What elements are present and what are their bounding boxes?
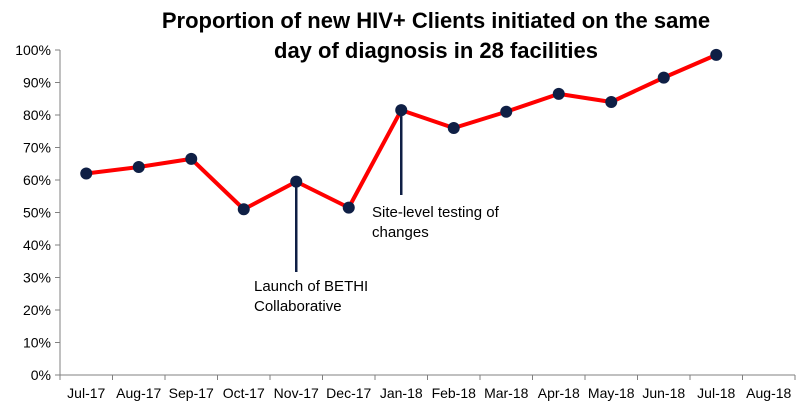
x-tick-label: Jun-18 (642, 385, 685, 401)
y-tick-label: 20% (23, 302, 51, 318)
x-tick-label: Sep-17 (169, 385, 214, 401)
x-tick-label: Apr-18 (538, 385, 580, 401)
y-tick-label: 10% (23, 335, 51, 351)
x-tick-label: Jul-17 (67, 385, 105, 401)
chart-title-line1: Proportion of new HIV+ Clients initiated… (161, 8, 711, 33)
data-point-marker (342, 201, 355, 214)
data-point-marker (290, 175, 303, 188)
data-point-marker (605, 96, 618, 108)
data-point-marker (552, 87, 565, 100)
data-point-marker (657, 71, 670, 84)
y-tick-label: 90% (23, 75, 51, 91)
y-tick-label: 100% (15, 42, 51, 58)
annotation-label: Site-level testing of (372, 204, 500, 221)
data-point-marker (710, 48, 723, 61)
y-tick-label: 40% (23, 237, 51, 253)
y-tick-label: 0% (31, 367, 51, 383)
x-tick-label: Oct-17 (223, 385, 265, 401)
x-tick-label: Jul-18 (697, 385, 735, 401)
x-tick-label: Mar-18 (484, 385, 529, 401)
chart-title-line2: day of diagnosis in 28 facilities (274, 38, 598, 63)
annotation-label: changes (372, 224, 429, 241)
annotation-label: Launch of BETHI (254, 278, 368, 295)
annotation-label: Collaborative (254, 298, 342, 315)
y-tick-label: 60% (23, 172, 51, 188)
x-tick-label: Feb-18 (432, 385, 477, 401)
y-tick-label: 30% (23, 270, 51, 286)
x-tick-label: Aug-17 (116, 385, 161, 401)
x-tick-label: Nov-17 (274, 385, 319, 401)
data-point-marker (237, 203, 250, 216)
data-point-marker (500, 105, 513, 118)
x-tick-label: Dec-17 (326, 385, 371, 401)
y-tick-label: 80% (23, 107, 51, 123)
data-point-marker (80, 167, 93, 180)
data-point-marker (132, 161, 145, 173)
y-tick-label: 50% (23, 205, 51, 221)
data-point-marker (185, 152, 198, 165)
x-tick-label: Aug-18 (746, 385, 791, 401)
x-tick-label: Jan-18 (380, 385, 423, 401)
x-tick-label: May-18 (588, 385, 635, 401)
data-point-marker (447, 122, 460, 134)
data-point-marker (395, 104, 408, 117)
y-tick-label: 70% (23, 140, 51, 156)
